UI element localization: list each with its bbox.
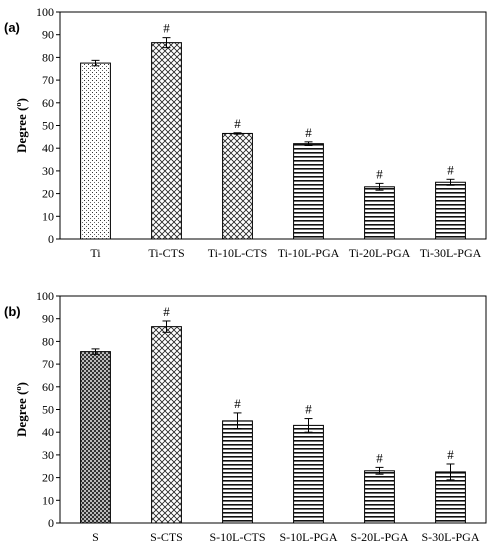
y-tick-label: 20	[42, 471, 54, 485]
significance-marker: #	[234, 396, 241, 411]
x-tick-label: Ti-10L-PGA	[278, 246, 340, 260]
y-tick-label: 70	[42, 73, 54, 87]
y-tick-label: 100	[36, 289, 54, 303]
panel-label: (a)	[4, 20, 20, 35]
y-tick-label: 40	[42, 425, 54, 439]
x-tick-label: Ti-20L-PGA	[349, 246, 411, 260]
panel-label: (b)	[4, 304, 21, 319]
y-tick-label: 80	[42, 50, 54, 64]
significance-marker: #	[376, 450, 383, 465]
significance-marker: #	[447, 447, 454, 462]
significance-marker: #	[305, 402, 312, 417]
significance-marker: #	[163, 21, 170, 36]
y-tick-label: 30	[42, 164, 54, 178]
y-tick-label: 30	[42, 448, 54, 462]
bar-ti-30l-pga	[435, 181, 466, 240]
bar-s-30l-pga	[435, 471, 466, 524]
bar-s-20l-pga	[364, 470, 395, 524]
bar-ti	[80, 62, 111, 240]
x-tick-label: S-30L-PGA	[421, 530, 479, 544]
bar-ti-cts	[151, 42, 182, 240]
y-tick-label: 0	[48, 516, 54, 530]
y-tick-label: 60	[42, 96, 54, 110]
y-tick-label: 40	[42, 141, 54, 155]
chart-panel-b: 0 10 20 30 40 50 60 70 80 90 100 Degree (º) (b) S # S-C…	[4, 289, 487, 544]
x-tick-label: S-CTS	[150, 530, 183, 544]
y-tick-label: 10	[42, 209, 54, 223]
x-tick-label: Ti-30L-PGA	[420, 246, 482, 260]
bar-s-10l-pga	[293, 424, 324, 524]
y-tick-label: 100	[36, 5, 54, 19]
x-tick-label: Ti	[90, 246, 101, 260]
plot-area	[59, 295, 487, 524]
y-tick-label: 0	[48, 232, 54, 246]
y-tick-label: 50	[42, 403, 54, 417]
bar-ti-10l-pga	[293, 143, 324, 240]
bar-s-cts	[151, 326, 182, 524]
x-tick-label: S-20L-PGA	[350, 530, 408, 544]
y-tick-label: 70	[42, 357, 54, 371]
significance-marker: #	[447, 162, 454, 177]
x-tick-label: Ti-10L-CTS	[208, 246, 268, 260]
x-tick-label: S-10L-CTS	[209, 530, 265, 544]
x-tick-label: S	[92, 530, 99, 544]
significance-marker: #	[163, 304, 170, 319]
significance-marker: #	[234, 116, 241, 131]
y-tick-label: 90	[42, 28, 54, 42]
significance-marker: #	[376, 166, 383, 181]
x-tick-label: S-10L-PGA	[279, 530, 337, 544]
y-axis-label: Degree (º)	[14, 98, 29, 153]
y-tick-label: 80	[42, 334, 54, 348]
bar-ti-10l-cts	[222, 132, 253, 240]
chart-panel-a: 0 10 20 30 40 50 60 70 80 90 100 Degree (º) (a) Ti # Ti…	[4, 5, 487, 260]
y-axis-label: Degree (º)	[14, 382, 29, 437]
bar-ti-20l-pga	[364, 186, 395, 240]
y-tick-label: 90	[42, 312, 54, 326]
y-tick-label: 20	[42, 187, 54, 201]
bar-s	[80, 351, 111, 524]
y-tick-label: 10	[42, 493, 54, 507]
significance-marker: #	[305, 125, 312, 140]
x-tick-label: Ti-CTS	[148, 246, 184, 260]
y-tick-label: 60	[42, 380, 54, 394]
plot-area	[59, 11, 487, 240]
y-tick-label: 50	[42, 119, 54, 133]
bar-s-10l-cts	[222, 420, 253, 524]
